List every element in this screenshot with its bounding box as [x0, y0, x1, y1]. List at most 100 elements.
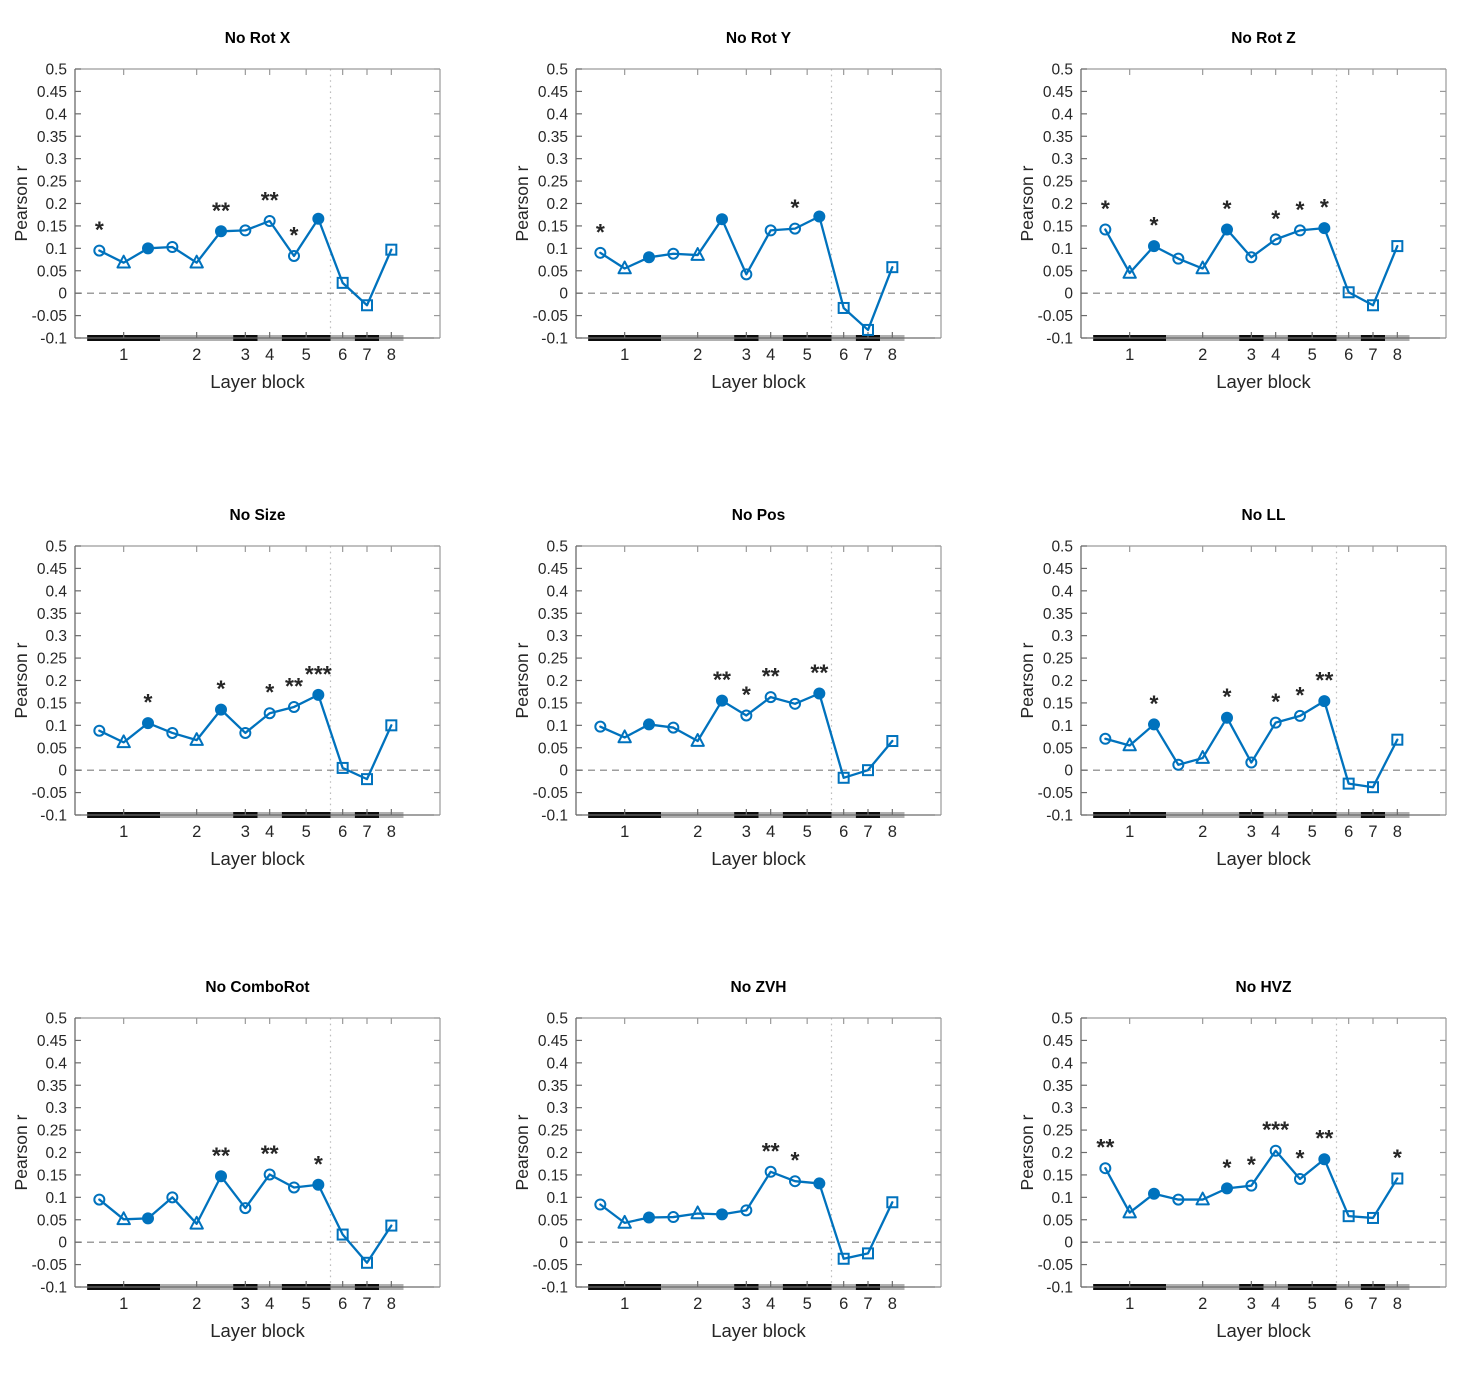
- x-tick-label: 2: [1198, 1295, 1207, 1313]
- data-point-triangle: [1122, 737, 1137, 752]
- y-tick-label: 0.45: [1043, 1033, 1073, 1050]
- chart-panel-no-rot-x: -0.1 -0.05 0 0.05 0.1 0.15 0.2 0.25 0.3 0.35 0.4 0.…: [0, 0, 487, 456]
- significance-marker: *: [791, 1147, 800, 1173]
- x-tick-label: 1: [1125, 346, 1134, 364]
- y-tick-label: 0.45: [37, 561, 67, 578]
- y-tick-label: 0.25: [538, 1123, 568, 1140]
- y-tick-label: 0.2: [1051, 196, 1073, 213]
- data-point-circle-filled: [1148, 718, 1160, 731]
- chart-panel-no-ll: -0.1 -0.05 0 0.05 0.1 0.15 0.2 0.25 0.3 0.35 0.4 0.…: [974, 456, 1461, 912]
- data-point-square: [1342, 1210, 1355, 1223]
- y-tick-label: 0.15: [37, 695, 67, 712]
- data-point-square: [336, 761, 349, 774]
- data-point-circle: [1294, 709, 1306, 722]
- chart-canvas-no-hvz: -0.1 -0.05 0 0.05 0.1 0.15 0.2 0.25 0.3 0.35 0.4 0.…: [1017, 979, 1447, 1341]
- data-point-triangle: [1195, 750, 1210, 764]
- y-tick-label: 0.1: [45, 718, 67, 735]
- data-point-square: [886, 735, 899, 748]
- x-tick-label: 5: [1308, 823, 1317, 841]
- data-point-circle: [93, 1193, 106, 1206]
- x-tick-label: 3: [742, 823, 751, 841]
- chart-panel-no-comborot: -0.1 -0.05 0 0.05 0.1 0.15 0.2 0.25 0.3 0.35 0.4 0.…: [0, 912, 487, 1368]
- data-point-square: [361, 299, 373, 312]
- y-tick-label: 0.45: [538, 1033, 568, 1050]
- y-tick-label: 0.45: [1043, 561, 1073, 578]
- data-point-triangle: [189, 732, 204, 746]
- significance-marker: **: [285, 673, 303, 699]
- y-tick-label: 0.15: [37, 1167, 67, 1184]
- y-tick-label: 0.5: [1051, 62, 1073, 79]
- chart-panel-no-size: -0.1 -0.05 0 0.05 0.1 0.15 0.2 0.25 0.3 0.35 0.4 0.…: [0, 456, 487, 912]
- significance-marker: *: [1247, 1152, 1256, 1178]
- x-tick-label: 8: [387, 1295, 396, 1313]
- data-point-square: [385, 243, 398, 256]
- significance-marker: *: [1150, 690, 1159, 716]
- series-line: [98, 217, 393, 307]
- y-tick-label: 0: [58, 286, 67, 303]
- y-tick-label: 0.05: [37, 740, 67, 757]
- y-tick-label: 0.05: [538, 1212, 568, 1229]
- data-point-triangle: [189, 1215, 204, 1230]
- y-tick-label: 0.2: [45, 673, 67, 690]
- y-tick-label: 0.4: [1051, 1055, 1073, 1072]
- data-point-triangle: [116, 1211, 131, 1226]
- x-tick-label: 2: [192, 346, 201, 364]
- y-tick-label: 0.25: [37, 651, 67, 668]
- data-point-square: [385, 719, 398, 732]
- y-tick-label: -0.1: [541, 331, 568, 348]
- y-tick-label: 0.5: [1051, 539, 1073, 556]
- significance-marker: *: [1271, 205, 1280, 231]
- data-point-circle: [93, 244, 106, 257]
- y-tick-label: 0.05: [1043, 740, 1073, 757]
- y-tick-label: 0.4: [546, 106, 568, 123]
- data-point-circle-filled: [643, 1211, 655, 1224]
- x-tick-label: 8: [1393, 1295, 1402, 1313]
- x-tick-label: 8: [888, 823, 897, 841]
- data-point-circle: [1245, 251, 1258, 264]
- x-tick-label: 4: [265, 346, 274, 364]
- significance-marker: *: [791, 195, 800, 221]
- x-tick-label: 6: [338, 823, 347, 841]
- y-axis-label: Pearson r: [1017, 1114, 1037, 1190]
- x-tick-label: 3: [241, 823, 250, 841]
- y-tick-label: 0.25: [1043, 1123, 1073, 1140]
- chart-canvas-no-rot-z: -0.1 -0.05 0 0.05 0.1 0.15 0.2 0.25 0.3 0.35 0.4 0.…: [1017, 30, 1447, 392]
- data-point-circle-filled: [643, 251, 655, 264]
- y-tick-label: 0.3: [546, 628, 568, 645]
- data-point-square: [361, 1256, 373, 1269]
- y-tick-label: -0.1: [541, 808, 568, 825]
- significance-marker: **: [1096, 1134, 1114, 1160]
- y-tick-label: 0.5: [1051, 1011, 1073, 1028]
- data-point-circle-filled: [142, 1212, 154, 1225]
- data-point-square: [862, 764, 874, 777]
- significance-marker: *: [1223, 1154, 1232, 1180]
- y-tick-label: 0.3: [546, 1100, 568, 1117]
- x-tick-label: 5: [302, 1295, 311, 1313]
- chart-canvas-no-zvh: -0.1 -0.05 0 0.05 0.1 0.15 0.2 0.25 0.3 0.35 0.4 0.…: [512, 979, 942, 1341]
- y-tick-label: -0.05: [533, 1257, 568, 1274]
- x-tick-label: 2: [693, 346, 702, 364]
- data-point-circle-filled: [312, 688, 325, 701]
- panel-title: No HVZ: [1236, 979, 1293, 996]
- data-point-square: [1367, 1211, 1379, 1224]
- y-tick-label: -0.1: [40, 1280, 67, 1297]
- x-tick-label: 7: [1368, 346, 1377, 364]
- x-tick-label: 6: [839, 346, 848, 364]
- y-tick-label: 0.45: [37, 1033, 67, 1050]
- chart-panel-no-rot-y: -0.1 -0.05 0 0.05 0.1 0.15 0.2 0.25 0.3 0.35 0.4 0.…: [487, 0, 974, 456]
- x-tick-label: 8: [888, 1295, 897, 1313]
- y-tick-label: 0.45: [37, 84, 67, 101]
- y-tick-label: 0.35: [37, 1078, 67, 1095]
- x-axis-label: Layer block: [1216, 848, 1311, 869]
- x-axis-label: Layer block: [711, 1320, 806, 1341]
- y-tick-label: 0.1: [45, 1190, 67, 1207]
- x-tick-label: 5: [302, 346, 311, 364]
- data-point-circle: [93, 724, 106, 737]
- data-point-square: [385, 1219, 398, 1232]
- y-tick-label: 0.4: [1051, 106, 1073, 123]
- significance-marker: *: [1296, 196, 1305, 222]
- x-tick-label: 1: [119, 823, 128, 841]
- data-point-circle: [263, 1168, 276, 1181]
- data-point-square: [1391, 733, 1404, 746]
